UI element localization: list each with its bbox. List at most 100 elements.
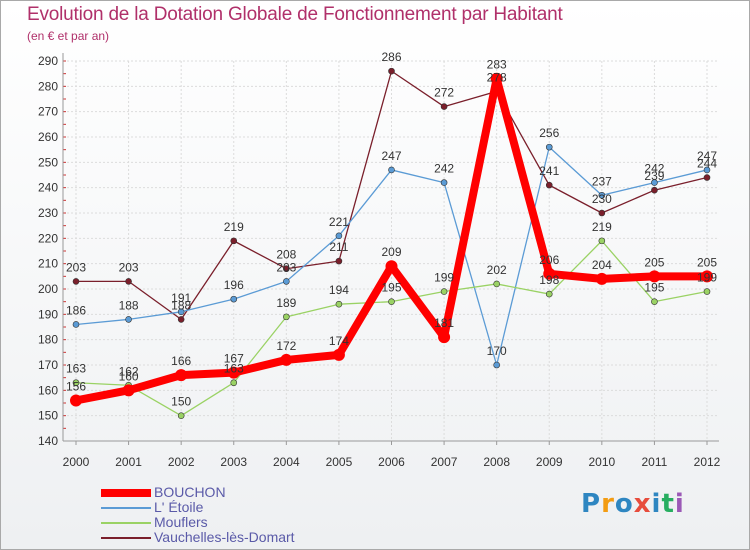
data-label: 242 [644, 162, 664, 176]
line-chart: 140 150 160 170 180 190 200 210 220 230 240 250 260 2… [38, 50, 721, 469]
legend-label: Vauchelles-lès-Domart [154, 529, 295, 545]
data-point [703, 174, 711, 181]
legend-label: Mouflers [154, 514, 208, 530]
data-label: 203 [276, 260, 296, 274]
data-point [177, 316, 185, 323]
data-point [648, 270, 661, 283]
data-point [703, 288, 711, 295]
data-label: 278 [487, 70, 507, 84]
data-label: 247 [381, 149, 401, 163]
y-tick-label: 260 [38, 130, 58, 144]
data-label: 205 [697, 255, 717, 269]
logo-letter: r [601, 489, 615, 519]
data-point [283, 265, 290, 273]
logo-letter: i [651, 489, 662, 519]
y-tick-label: 210 [38, 257, 58, 271]
data-point [283, 278, 290, 285]
y-tick-label: 170 [38, 358, 58, 372]
data-point [335, 300, 343, 308]
data-label: 204 [592, 258, 612, 272]
y-tick-label: 250 [38, 155, 58, 169]
data-point [651, 186, 658, 194]
data-label: 202 [487, 263, 507, 277]
data-label: 211 [329, 240, 348, 254]
data-point [440, 179, 448, 186]
x-tick-label: 2007 [431, 455, 458, 469]
y-tick-label: 200 [38, 282, 58, 296]
data-point [388, 298, 395, 305]
data-point [125, 278, 132, 285]
data-point [122, 384, 135, 397]
data-point [598, 237, 606, 245]
data-label: 198 [539, 273, 559, 287]
y-tick-label: 280 [38, 79, 58, 93]
data-point [227, 366, 240, 379]
x-tick-label: 2009 [536, 455, 563, 469]
data-label: 237 [592, 174, 612, 188]
data-label: 181 [434, 316, 454, 330]
y-tick-label: 160 [38, 383, 58, 397]
chart-subtitle: (en € et par an) [27, 29, 110, 43]
data-point [72, 278, 80, 285]
proxiti-logo: Proxiti [581, 489, 685, 519]
data-label: 160 [119, 369, 139, 383]
y-tick-label: 240 [38, 181, 58, 195]
data-point [230, 379, 238, 387]
data-point [543, 267, 556, 280]
data-point [230, 295, 238, 303]
data-point [595, 272, 608, 285]
data-label: 174 [329, 334, 349, 348]
x-tick-label: 2002 [168, 455, 195, 469]
data-label: 195 [644, 281, 664, 295]
data-label: 163 [224, 362, 244, 376]
data-label: 203 [66, 260, 86, 274]
data-point [177, 308, 185, 316]
data-point [72, 321, 80, 328]
data-point [177, 412, 185, 419]
x-tick-label: 2010 [588, 455, 615, 469]
data-point [438, 331, 451, 344]
chart-title: Evolution de la Dotation Globale de Fonc… [27, 4, 563, 25]
y-tick-label: 140 [38, 434, 58, 448]
data-label: 208 [276, 248, 296, 262]
data-point [701, 270, 713, 283]
legend-swatch [101, 537, 151, 539]
data-point [388, 67, 395, 75]
data-point [651, 179, 658, 186]
data-label: 167 [224, 352, 244, 366]
data-label: 186 [66, 303, 86, 317]
data-label: 206 [539, 253, 559, 267]
legend-swatch [101, 522, 151, 524]
data-label: 242 [434, 162, 454, 176]
x-tick-label: 2000 [63, 455, 90, 469]
data-point [545, 143, 553, 151]
logo-letter: o [614, 489, 634, 519]
x-tick-label: 2003 [220, 455, 247, 469]
data-point [385, 260, 398, 273]
data-point [545, 290, 553, 298]
logo-letter: t [661, 489, 675, 519]
series-lines [70, 67, 713, 419]
logo-letter: P [581, 489, 602, 519]
data-point [125, 316, 132, 323]
x-tick-label: 2012 [694, 455, 721, 469]
logo-letter: i [674, 489, 685, 519]
data-point [70, 394, 82, 407]
data-label: 166 [171, 354, 191, 368]
data-point [335, 257, 343, 265]
y-tick-label: 270 [38, 105, 58, 119]
data-label: 219 [224, 220, 244, 234]
data-point [545, 181, 553, 189]
data-label: 221 [329, 215, 349, 229]
data-point [598, 191, 606, 199]
data-label: 150 [171, 395, 191, 409]
data-label: 199 [434, 271, 454, 285]
data-point [388, 166, 395, 174]
data-point [651, 298, 658, 305]
data-label: 256 [539, 126, 559, 140]
data-point [283, 313, 290, 321]
data-label: 163 [66, 362, 86, 376]
data-label: 283 [487, 58, 507, 72]
data-point [490, 72, 503, 85]
data-label: 162 [119, 364, 139, 378]
